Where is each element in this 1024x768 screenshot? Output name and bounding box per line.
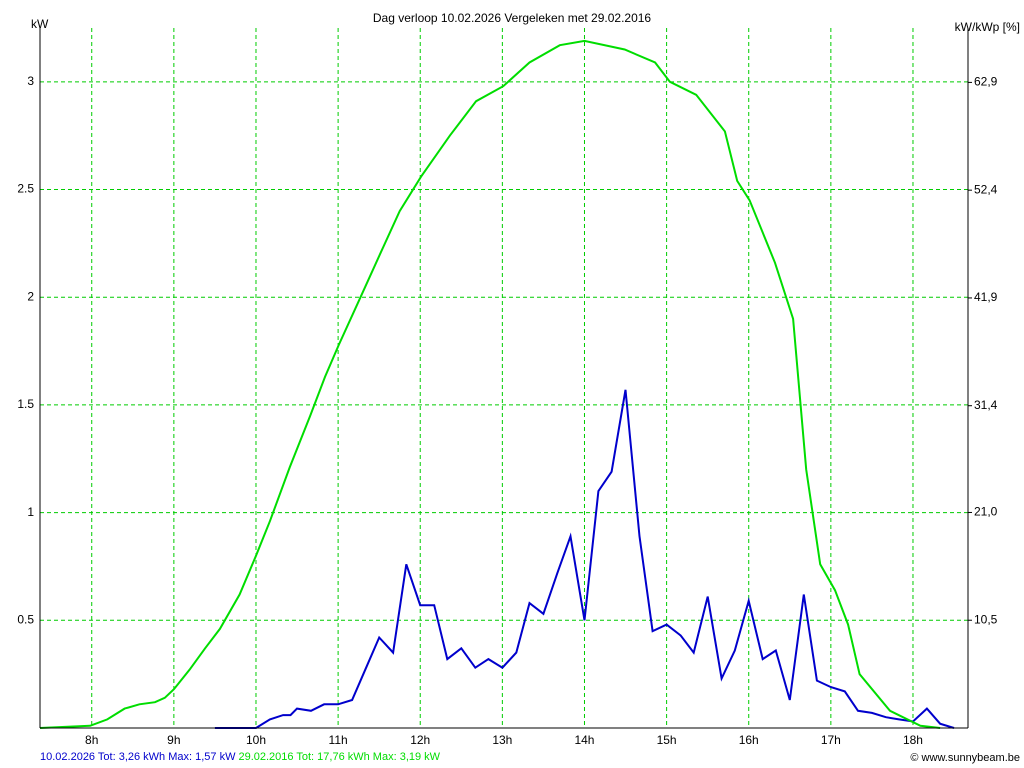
series-line — [39, 39, 941, 729]
plot — [39, 39, 955, 729]
chart-title: Dag verloop 10.02.2026 Vergeleken met 29… — [373, 11, 652, 25]
x-tick-label: 16h — [739, 733, 759, 747]
y2-tick-label: 21,0 — [974, 505, 998, 519]
x-tick-label: 13h — [492, 733, 512, 747]
y2-tick-label: 41,9 — [974, 290, 998, 304]
y-axis-label: kW — [31, 17, 49, 31]
x-tick-label: 17h — [821, 733, 841, 747]
x-tick-label: 9h — [167, 733, 180, 747]
x-tick-label: 12h — [410, 733, 430, 747]
y2-axis-label: kW/kWp [%] — [955, 20, 1020, 34]
legend-entry: 29.02.2016 Tot: 17,76 kWh Max: 3,19 kW — [238, 751, 440, 763]
credit: © www.sunnybeam.be — [910, 752, 1020, 764]
x-tick-label: 11h — [329, 733, 348, 747]
y-tick-label: 0.5 — [17, 612, 34, 626]
series-line — [214, 389, 955, 729]
y2-tick-label: 52,4 — [974, 182, 998, 196]
y-tick-label: 1.5 — [17, 397, 34, 411]
y2-tick-label: 10,5 — [974, 612, 998, 626]
x-tick-label: 14h — [574, 733, 594, 747]
x-tick-label: 15h — [657, 733, 677, 747]
x-tick-label: 10h — [246, 733, 266, 747]
y-tick-label: 3 — [27, 74, 34, 88]
grid — [40, 28, 968, 728]
y2-tick-label: 31,4 — [974, 398, 998, 412]
legend: 10.02.2026 Tot: 3,26 kWh Max: 1,57 kW 29.… — [40, 751, 441, 763]
x-tick-label: 18h — [903, 733, 923, 747]
y2-tick-label: 62,9 — [974, 75, 998, 89]
x-tick-label: 8h — [85, 733, 98, 747]
y-tick-label: 2.5 — [17, 182, 34, 196]
y-tick-label: 1 — [27, 505, 34, 519]
legend-entry: 10.02.2026 Tot: 3,26 kWh Max: 1,57 kW — [40, 751, 236, 763]
y-tick-label: 2 — [27, 289, 34, 303]
